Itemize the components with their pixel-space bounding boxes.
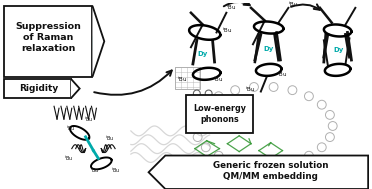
Text: $^t$Bu: $^t$Bu: [277, 70, 287, 79]
Text: Dy: Dy: [198, 51, 208, 57]
Circle shape: [205, 90, 212, 97]
Circle shape: [205, 122, 212, 129]
Circle shape: [201, 143, 210, 152]
Circle shape: [317, 143, 326, 152]
Text: $^t$Bu: $^t$Bu: [105, 134, 115, 143]
Circle shape: [288, 86, 297, 94]
Bar: [175, 67, 200, 89]
Circle shape: [269, 160, 278, 169]
Circle shape: [87, 37, 100, 50]
Circle shape: [288, 157, 297, 166]
Circle shape: [214, 92, 223, 101]
Circle shape: [201, 100, 210, 109]
Polygon shape: [148, 156, 368, 189]
Text: $^t$Bu: $^t$Bu: [227, 3, 237, 12]
Polygon shape: [71, 79, 80, 98]
Circle shape: [205, 114, 212, 121]
Circle shape: [317, 100, 326, 109]
Bar: [4, 6, 93, 77]
Text: Suppression
of Raman
relaxation: Suppression of Raman relaxation: [15, 22, 81, 53]
Circle shape: [205, 98, 212, 105]
Bar: [186, 95, 253, 133]
Polygon shape: [93, 6, 104, 77]
Circle shape: [193, 133, 202, 142]
Text: $^t$Bu: $^t$Bu: [84, 115, 93, 124]
Circle shape: [305, 92, 313, 101]
Text: $^t$Bu: $^t$Bu: [288, 0, 299, 9]
Text: $^t$Bu: $^t$Bu: [177, 75, 187, 84]
Circle shape: [205, 106, 212, 113]
FancyArrowPatch shape: [291, 4, 320, 10]
Circle shape: [250, 83, 259, 91]
Circle shape: [231, 86, 240, 94]
Text: $^t$Bu: $^t$Bu: [66, 125, 76, 133]
Text: Low-energy
phonons: Low-energy phonons: [193, 104, 246, 124]
FancyArrowPatch shape: [224, 0, 250, 6]
Text: $^t$Bu: $^t$Bu: [90, 166, 99, 175]
Text: $^t$Bu: $^t$Bu: [222, 26, 233, 35]
Text: $^t$Bu: $^t$Bu: [245, 85, 256, 94]
Circle shape: [328, 122, 337, 130]
FancyArrowPatch shape: [94, 70, 172, 95]
Circle shape: [214, 151, 223, 160]
Circle shape: [231, 157, 240, 166]
Text: Generic frozen solution
QM/MM embedding: Generic frozen solution QM/MM embedding: [213, 161, 328, 181]
Circle shape: [193, 110, 202, 119]
Circle shape: [326, 110, 334, 119]
Text: $^t$Bu: $^t$Bu: [64, 154, 73, 163]
Bar: [4, 79, 71, 98]
Circle shape: [193, 114, 200, 121]
Circle shape: [326, 133, 334, 142]
Circle shape: [193, 106, 200, 113]
Circle shape: [193, 90, 200, 97]
Circle shape: [193, 122, 200, 129]
Circle shape: [305, 151, 313, 160]
Text: Dy: Dy: [333, 47, 344, 53]
Circle shape: [190, 122, 199, 130]
Circle shape: [193, 98, 200, 105]
Text: Dy: Dy: [263, 46, 274, 52]
Circle shape: [250, 160, 259, 169]
Text: $^t$Bu: $^t$Bu: [111, 166, 121, 175]
Circle shape: [269, 83, 278, 91]
Text: Rigidity: Rigidity: [19, 84, 58, 93]
Text: $^t$Bu: $^t$Bu: [212, 75, 223, 84]
